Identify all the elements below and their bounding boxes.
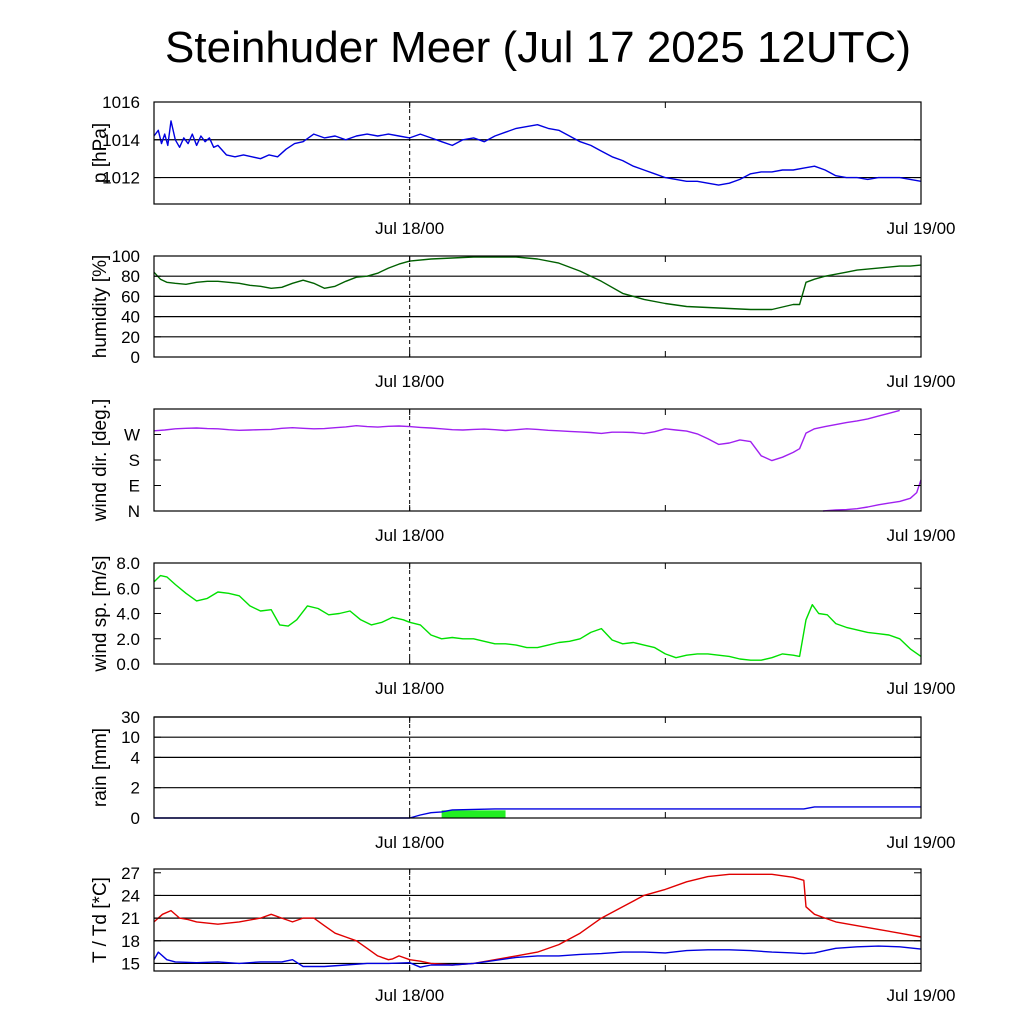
- ytick-label-wind_speed-4: 8.0: [116, 554, 140, 573]
- ytick-label-wind_speed-0: 0.0: [116, 655, 140, 674]
- series-line-pressure-0: [153, 120, 922, 186]
- xtick-label-rain-0: Jul 18/00: [375, 833, 444, 852]
- ytick-label-temp-3: 24: [121, 886, 140, 905]
- panel-temp: 15 18 21 24 27 Jul 18/00 Jul 19/00 T / Td [*C]: [90, 864, 956, 1005]
- xtick-label-temp-0: Jul 18/00: [375, 986, 444, 1005]
- ytick-label-pressure-0: 1012: [102, 169, 140, 188]
- xtick-label-wind_dir-1: Jul 19/00: [887, 526, 956, 545]
- ytick-label-humidity-1: 20: [121, 328, 140, 347]
- plot-frame-rain: [153, 716, 922, 819]
- xtick-label-wind_dir-0: Jul 18/00: [375, 526, 444, 545]
- ytick-label-temp-1: 18: [121, 932, 140, 951]
- series-line-humidity-0: [153, 256, 922, 311]
- ytick-label-rain-2: 4: [131, 748, 140, 767]
- ylabel-humidity: humidity [%]: [90, 255, 111, 358]
- xtick-label-rain-1: Jul 19/00: [887, 833, 956, 852]
- ylabel-temp: T / Td [*C]: [90, 877, 111, 963]
- ytick-label-humidity-5: 100: [112, 247, 140, 266]
- ylabel-rain: rain [mm]: [90, 728, 111, 807]
- rain-bar-rain: [441, 810, 506, 818]
- ylabel-pressure: p [hPa]: [90, 123, 111, 183]
- xtick-label-humidity-1: Jul 19/00: [887, 372, 956, 391]
- panel-pressure: 1012 1014 1016 Jul 18/00 Jul 19/00 p [hPa]: [90, 93, 956, 238]
- panel-wind_speed: 0.0 2.0 4.0 6.0 8.0 Jul 18/00 Jul 19/00 wind sp…: [90, 554, 956, 698]
- ytick-label-wind_dir-1: E: [129, 477, 140, 496]
- series-line-rain-0: [154, 806, 921, 819]
- plot-frame-wind_dir: [153, 408, 922, 512]
- plot-frame-wind_speed: [153, 562, 922, 665]
- ytick-label-pressure-1: 1014: [102, 131, 140, 150]
- series-line-wind_speed-0: [153, 574, 922, 661]
- ytick-label-rain-1: 2: [131, 779, 140, 798]
- ytick-label-humidity-2: 40: [121, 308, 140, 327]
- ylabel-wind_speed: wind sp. [m/s]: [90, 555, 111, 672]
- ytick-label-wind_dir-3: W: [124, 426, 140, 445]
- plot-frame-temp: [153, 868, 922, 972]
- ytick-label-humidity-0: 0: [131, 348, 140, 367]
- ytick-label-temp-2: 21: [121, 909, 140, 928]
- xtick-label-pressure-1: Jul 19/00: [887, 219, 956, 238]
- series-line-wind_dir-1: [822, 479, 922, 512]
- ytick-label-pressure-2: 1016: [102, 93, 140, 112]
- ytick-label-wind_speed-3: 6.0: [116, 579, 140, 598]
- ytick-label-temp-4: 27: [121, 864, 140, 883]
- xtick-label-temp-1: Jul 19/00: [887, 986, 956, 1005]
- chart-title: Steinhuder Meer (Jul 17 2025 12UTC): [165, 23, 911, 72]
- xtick-label-wind_speed-0: Jul 18/00: [375, 679, 444, 698]
- series-line-wind_dir-0: [153, 409, 900, 462]
- xtick-label-wind_speed-1: Jul 19/00: [887, 679, 956, 698]
- ytick-label-wind_speed-1: 2.0: [116, 630, 140, 649]
- ytick-label-rain-3: 10: [121, 728, 140, 747]
- series-line-temp-1: [153, 945, 922, 968]
- xtick-label-humidity-0: Jul 18/00: [375, 372, 444, 391]
- ytick-label-rain-0: 0: [131, 809, 140, 828]
- ytick-label-temp-0: 15: [121, 954, 140, 973]
- ytick-label-humidity-4: 80: [121, 267, 140, 286]
- plot-frame-pressure: [153, 101, 922, 205]
- plot-frame-humidity: [153, 255, 922, 358]
- ylabel-wind_dir: wind dir. [deg.]: [90, 399, 111, 523]
- xtick-label-pressure-0: Jul 18/00: [375, 219, 444, 238]
- ytick-label-rain-4: 30: [121, 708, 140, 727]
- ytick-label-humidity-3: 60: [121, 287, 140, 306]
- ytick-label-wind_speed-2: 4.0: [116, 605, 140, 624]
- ytick-label-wind_dir-0: N: [128, 502, 140, 521]
- ytick-label-wind_dir-2: S: [129, 451, 140, 470]
- series-line-temp-0: [153, 873, 922, 966]
